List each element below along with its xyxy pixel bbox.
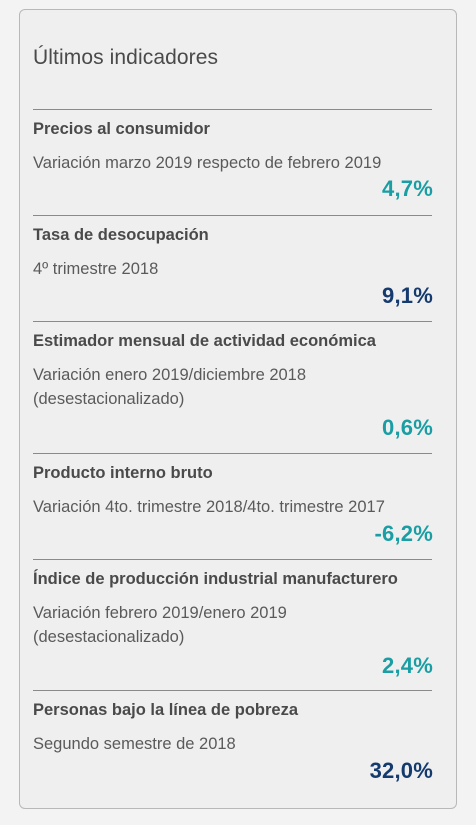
indicators-panel: Últimos indicadores Precios al consumido… <box>19 9 457 809</box>
indicator-name: Producto interno bruto <box>33 464 213 482</box>
indicator-value: 9,1% <box>382 283 433 308</box>
indicator-monthly-activity-estimator[interactable]: Estimador mensual de actividad económica… <box>33 321 433 453</box>
indicator-description: Segundo semestre de 2018 <box>33 735 236 753</box>
indicator-description: Variación 4to. trimestre 2018/4to. trime… <box>33 498 385 516</box>
indicator-description: Variación enero 2019/diciembre 2018 (des… <box>33 366 307 408</box>
indicator-value: -6,2% <box>374 521 433 546</box>
indicator-description: 4º trimestre 2018 <box>33 260 159 278</box>
indicator-gdp[interactable]: Producto interno bruto Variación 4to. tr… <box>33 453 433 559</box>
indicator-name: Estimador mensual de actividad económica <box>33 332 376 350</box>
indicator-unemployment-rate[interactable]: Tasa de desocupación 4º trimestre 2018 9… <box>33 215 433 321</box>
indicator-name: Precios al consumidor <box>33 120 210 138</box>
indicator-industrial-production-index[interactable]: Índice de producción industrial manufact… <box>33 559 433 690</box>
indicator-name: Tasa de desocupación <box>33 226 209 244</box>
indicator-name: Índice de producción industrial manufact… <box>33 570 398 588</box>
indicator-value: 32,0% <box>369 758 433 783</box>
panel-title: Últimos indicadores <box>33 46 219 69</box>
indicator-value: 2,4% <box>382 653 433 678</box>
indicator-value: 4,7% <box>382 176 433 201</box>
indicator-description: Variación febrero 2019/enero 2019 (deses… <box>33 604 287 646</box>
indicator-value: 0,6% <box>382 415 433 440</box>
indicator-description: Variación marzo 2019 respecto de febrero… <box>33 154 382 172</box>
indicator-poverty-line[interactable]: Personas bajo la línea de pobreza Segund… <box>33 690 433 796</box>
indicator-name: Personas bajo la línea de pobreza <box>33 701 299 719</box>
indicator-consumer-prices[interactable]: Precios al consumidor Variación marzo 20… <box>33 109 433 215</box>
